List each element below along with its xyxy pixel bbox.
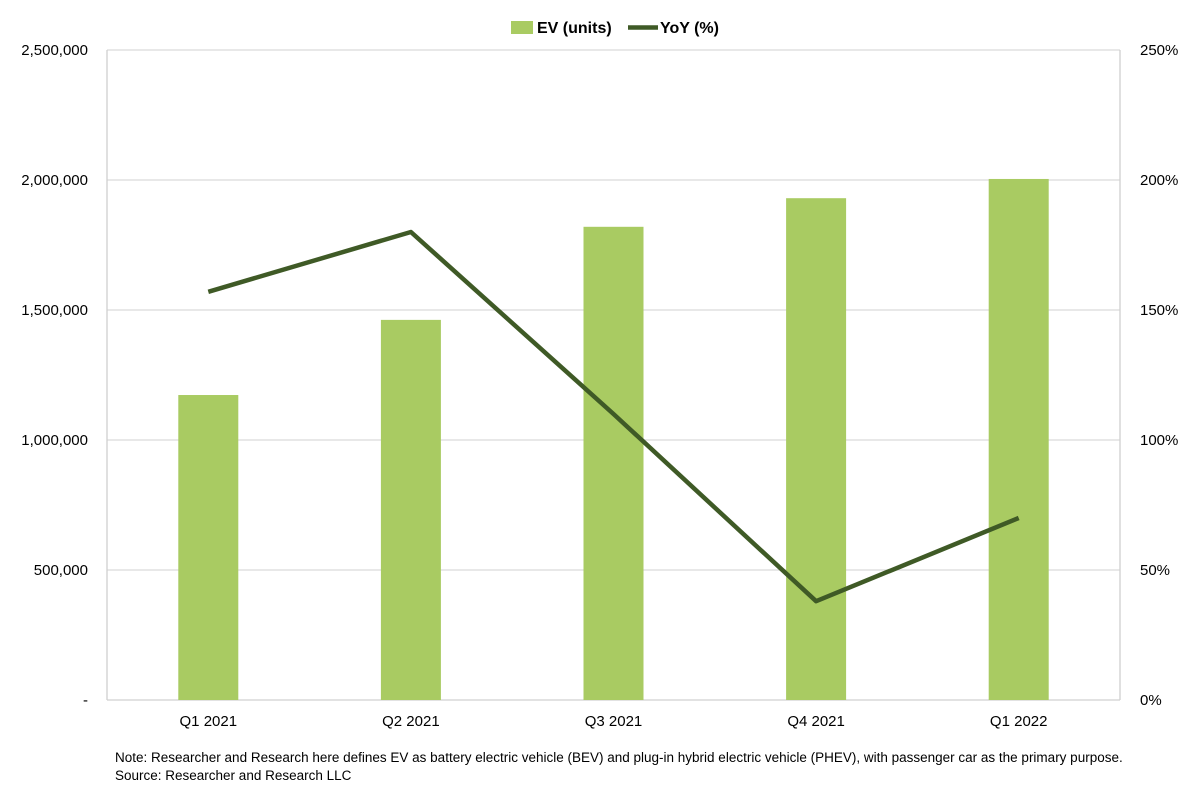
legend-label-yoy: YoY (%) xyxy=(660,20,719,37)
legend-label-ev: EV (units) xyxy=(537,20,612,37)
bar-q3-2021 xyxy=(583,226,644,701)
left-tick-label: 2,500,000 xyxy=(21,42,88,59)
chart-source: Source: Researcher and Research LLC xyxy=(115,768,352,783)
bar-q1-2021 xyxy=(178,395,239,700)
x-tick-label: Q1 2022 xyxy=(990,713,1048,730)
left-tick-label: 2,000,000 xyxy=(21,172,88,189)
right-tick-label: 150% xyxy=(1140,302,1178,319)
right-tick-label: 100% xyxy=(1140,432,1178,449)
left-tick-label: 500,000 xyxy=(34,562,88,579)
x-tick-label: Q2 2021 xyxy=(382,713,440,730)
right-tick-label: 250% xyxy=(1140,42,1178,59)
right-tick-label: 50% xyxy=(1140,562,1170,579)
left-tick-label: 1,000,000 xyxy=(21,432,88,449)
x-tick-label: Q1 2021 xyxy=(180,713,238,730)
left-tick-label: - xyxy=(83,692,88,709)
right-tick-label: 200% xyxy=(1140,172,1178,189)
bar-q1-2022 xyxy=(988,178,1049,700)
right-tick-label: 0% xyxy=(1140,692,1162,709)
bar-q4-2021 xyxy=(786,198,847,700)
x-tick-label: Q3 2021 xyxy=(585,713,643,730)
bar-q2-2021 xyxy=(380,319,441,700)
legend-swatch-ev xyxy=(511,21,533,34)
left-tick-label: 1,500,000 xyxy=(21,302,88,319)
x-tick-label: Q4 2021 xyxy=(787,713,845,730)
chart-note: Note: Researcher and Research here defin… xyxy=(115,750,1123,765)
